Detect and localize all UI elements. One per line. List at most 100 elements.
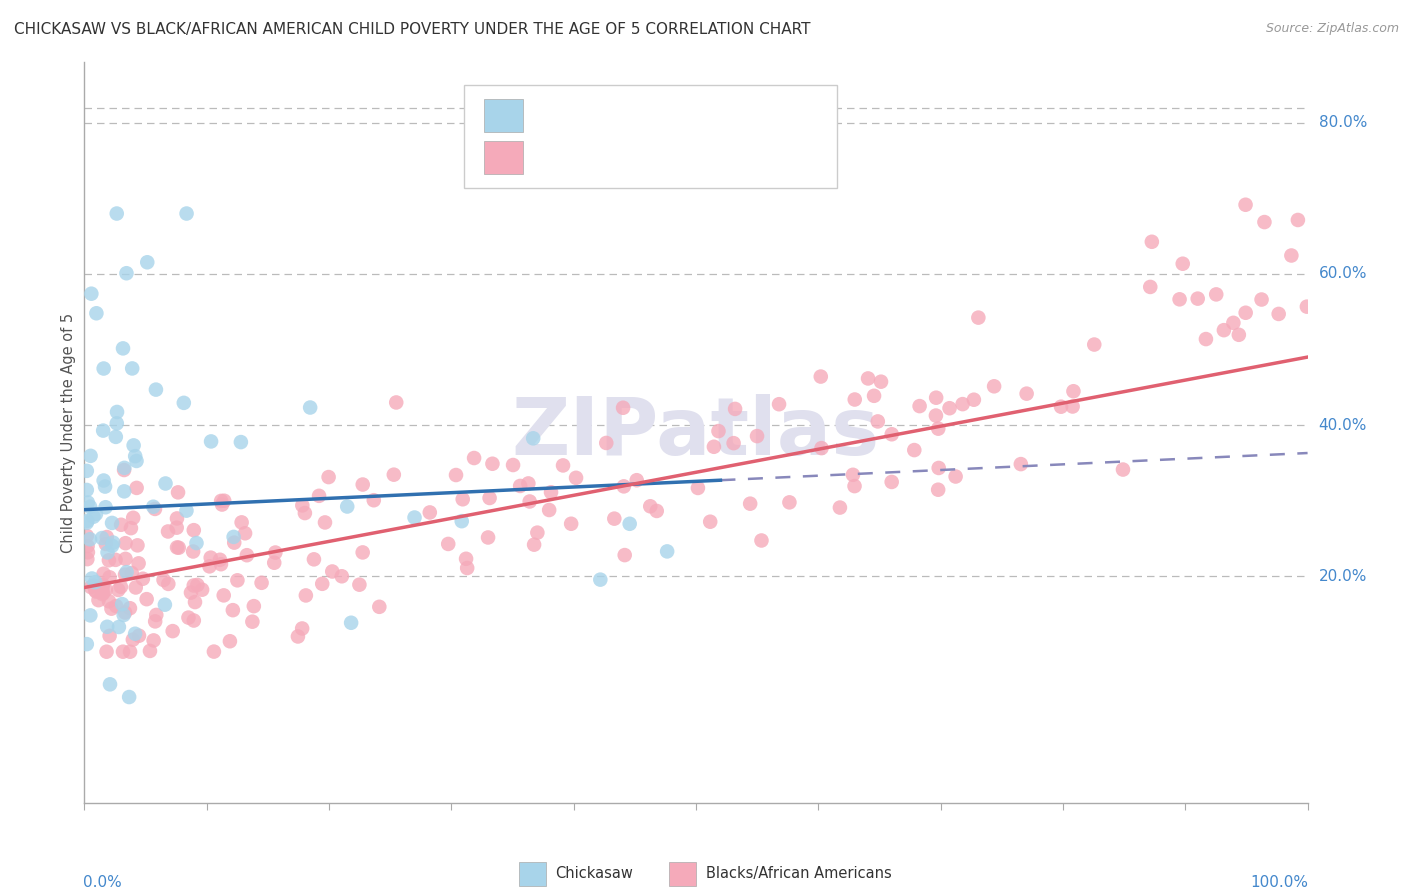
Text: Blacks/African Americans: Blacks/African Americans: [706, 865, 891, 880]
Point: [142, 500, 165, 514]
Point: [349, 577, 371, 591]
Point: [167, 541, 190, 555]
Point: [842, 467, 865, 482]
Point: [91, 581, 114, 595]
Point: [589, 573, 612, 587]
Point: [1050, 400, 1073, 414]
Point: [128, 629, 150, 643]
Text: Source: ZipAtlas.com: Source: ZipAtlas.com: [1265, 22, 1399, 36]
Point: [107, 582, 129, 597]
Point: [828, 500, 851, 515]
Point: [208, 553, 231, 567]
Point: [1227, 327, 1250, 342]
Point: [84, 584, 107, 599]
Point: [302, 552, 325, 566]
Point: [183, 578, 205, 592]
Point: [751, 533, 773, 548]
Point: [250, 575, 273, 590]
Point: [162, 624, 184, 639]
Point: [724, 401, 747, 416]
Point: [181, 544, 204, 558]
Point: [202, 644, 225, 658]
Point: [454, 551, 477, 566]
Point: [295, 589, 318, 603]
Point: [114, 567, 136, 582]
Point: [94, 479, 117, 493]
Point: [136, 255, 159, 269]
Point: [477, 531, 499, 545]
Point: [1015, 386, 1038, 401]
Point: [1267, 307, 1289, 321]
Point: [340, 615, 363, 630]
Point: [657, 544, 679, 558]
Point: [352, 477, 374, 491]
FancyBboxPatch shape: [669, 862, 696, 887]
Point: [880, 427, 903, 442]
Point: [209, 494, 232, 508]
Point: [222, 603, 245, 617]
Point: [450, 514, 472, 528]
Point: [963, 392, 986, 407]
Point: [176, 206, 198, 220]
Point: [101, 516, 124, 530]
Point: [908, 399, 931, 413]
Point: [226, 574, 249, 588]
Point: [124, 449, 146, 463]
Point: [143, 502, 166, 516]
Point: [77, 545, 100, 559]
Point: [198, 559, 221, 574]
Point: [183, 614, 205, 628]
Point: [1062, 400, 1084, 414]
Point: [927, 422, 949, 436]
Point: [177, 610, 200, 624]
Point: [112, 484, 135, 499]
Point: [810, 441, 832, 455]
Point: [122, 510, 145, 524]
Point: [91, 587, 114, 601]
Point: [173, 396, 195, 410]
Point: [603, 511, 626, 525]
Text: 40.0%: 40.0%: [1319, 417, 1367, 433]
Point: [264, 545, 287, 559]
Point: [91, 578, 114, 592]
Point: [1112, 462, 1135, 476]
Point: [352, 545, 374, 559]
Point: [1286, 213, 1309, 227]
Point: [153, 598, 176, 612]
Point: [952, 397, 974, 411]
Text: R = 0.075   N =  67: R = 0.075 N = 67: [541, 106, 727, 124]
Text: CHICKASAW VS BLACK/AFRICAN AMERICAN CHILD POVERTY UNDER THE AGE OF 5 CORRELATION: CHICKASAW VS BLACK/AFRICAN AMERICAN CHIL…: [14, 22, 811, 37]
Text: Chickasaw: Chickasaw: [555, 865, 633, 880]
Point: [1168, 293, 1191, 307]
Point: [645, 504, 668, 518]
Point: [1212, 323, 1234, 337]
Point: [79, 533, 101, 547]
Point: [363, 493, 385, 508]
Point: [509, 479, 531, 493]
Point: [967, 310, 990, 325]
Point: [108, 620, 131, 634]
Point: [180, 585, 202, 599]
Point: [118, 690, 141, 704]
Point: [157, 524, 180, 539]
Point: [101, 535, 124, 549]
Point: [903, 443, 925, 458]
Point: [121, 566, 143, 580]
Point: [478, 491, 501, 505]
Point: [1139, 280, 1161, 294]
Point: [1222, 316, 1244, 330]
Point: [80, 286, 103, 301]
Point: [1234, 198, 1257, 212]
FancyBboxPatch shape: [484, 141, 523, 174]
Point: [183, 523, 205, 537]
Point: [1205, 287, 1227, 301]
Point: [368, 599, 391, 614]
Point: [96, 530, 118, 544]
Point: [110, 580, 132, 594]
Point: [242, 615, 264, 629]
Point: [93, 474, 115, 488]
Point: [540, 485, 562, 500]
Text: 0.0%: 0.0%: [83, 875, 122, 890]
Point: [128, 557, 150, 571]
Point: [768, 397, 790, 411]
